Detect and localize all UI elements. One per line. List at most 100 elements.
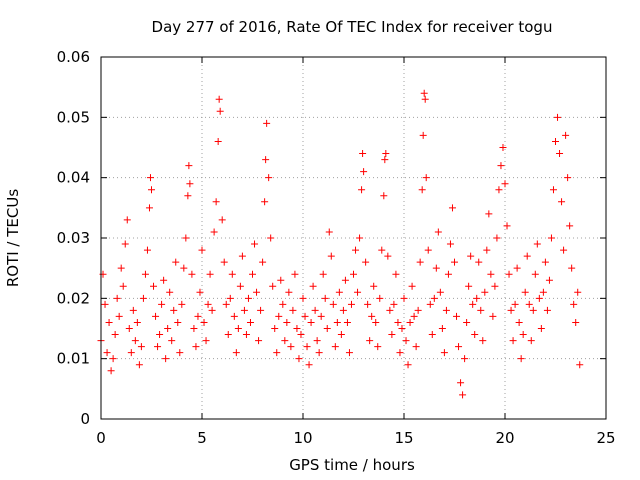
data-point [184,192,192,200]
data-point [572,318,580,326]
data-point [220,258,228,266]
data-point [283,318,291,326]
data-point [440,349,448,357]
data-point [463,318,471,326]
data-point [358,186,366,194]
data-point [242,331,250,339]
x-tick-label: 20 [495,429,514,447]
data-point [208,306,216,314]
data-point [170,306,178,314]
data-point [453,312,461,320]
data-point [566,222,574,230]
data-point [487,270,495,278]
data-point [331,343,339,351]
data-point [430,294,438,302]
data-point [141,270,149,278]
data-point [129,306,137,314]
data-point [477,306,485,314]
data-point [543,306,551,314]
data-point [295,355,303,363]
data-point [125,325,133,332]
data-point [533,240,541,248]
data-point [277,276,285,284]
data-point [240,306,248,314]
data-point [459,391,467,399]
data-point [489,312,497,320]
data-point [251,240,259,248]
data-point [418,186,426,194]
data-point [145,204,153,212]
data-point [293,325,301,332]
data-point [133,318,141,326]
data-point [354,288,362,296]
data-point [269,282,277,290]
data-point [143,246,151,254]
data-point [230,312,238,320]
data-point [107,367,115,375]
data-point [495,186,503,194]
data-point [317,312,325,320]
data-point [285,288,293,296]
data-point [576,361,584,369]
data-point [384,252,392,260]
data-point [287,343,295,351]
data-point [119,282,127,290]
data-point [412,343,420,351]
data-point [327,252,335,260]
axis-tick-labels: 0 0.01 0.02 0.03 0.04 0.05 0.06 0 5 10 15 20 25 [57,48,616,447]
data-point [267,234,275,242]
data-point [291,270,299,278]
data-point [376,294,384,302]
data-point [263,119,271,127]
data-point [178,300,186,308]
data-point [554,113,562,121]
data-point [244,294,252,302]
y-tick-label: 0.01 [57,350,90,368]
y-tick-label: 0 [80,410,90,428]
data-point [410,312,418,320]
data-point [471,331,479,339]
data-point [309,282,317,290]
data-point [483,246,491,254]
data-point [416,258,424,266]
data-point [224,331,232,339]
data-point [446,240,454,248]
data-point [152,312,160,320]
data-point [485,210,493,218]
data-point [200,318,208,326]
data-point [188,270,196,278]
data-point [448,204,456,212]
data-point [321,294,329,302]
data-point [402,337,410,345]
data-point [473,294,481,302]
data-point [556,150,564,158]
data-point [176,349,184,357]
data-point [236,282,244,290]
data-point [390,300,398,308]
data-point [428,331,436,339]
data-point [350,270,357,278]
data-point [564,174,572,182]
data-point [388,331,396,339]
data-point [359,150,367,158]
data-point [158,300,166,308]
data-point [261,198,269,206]
data-point [345,349,353,357]
data-point [547,234,555,242]
data-point [558,198,566,206]
data-point [226,294,234,302]
data-point [196,288,204,296]
data-point [481,288,489,296]
data-point [303,343,311,351]
data-point [262,156,270,164]
data-point [531,270,539,278]
data-point [356,234,364,242]
data-point [451,258,458,266]
data-point [381,156,389,164]
data-point [109,355,117,363]
data-point [150,282,158,290]
data-point [404,361,412,369]
data-point [246,318,254,326]
data-point [479,337,487,345]
data-point [398,325,406,332]
